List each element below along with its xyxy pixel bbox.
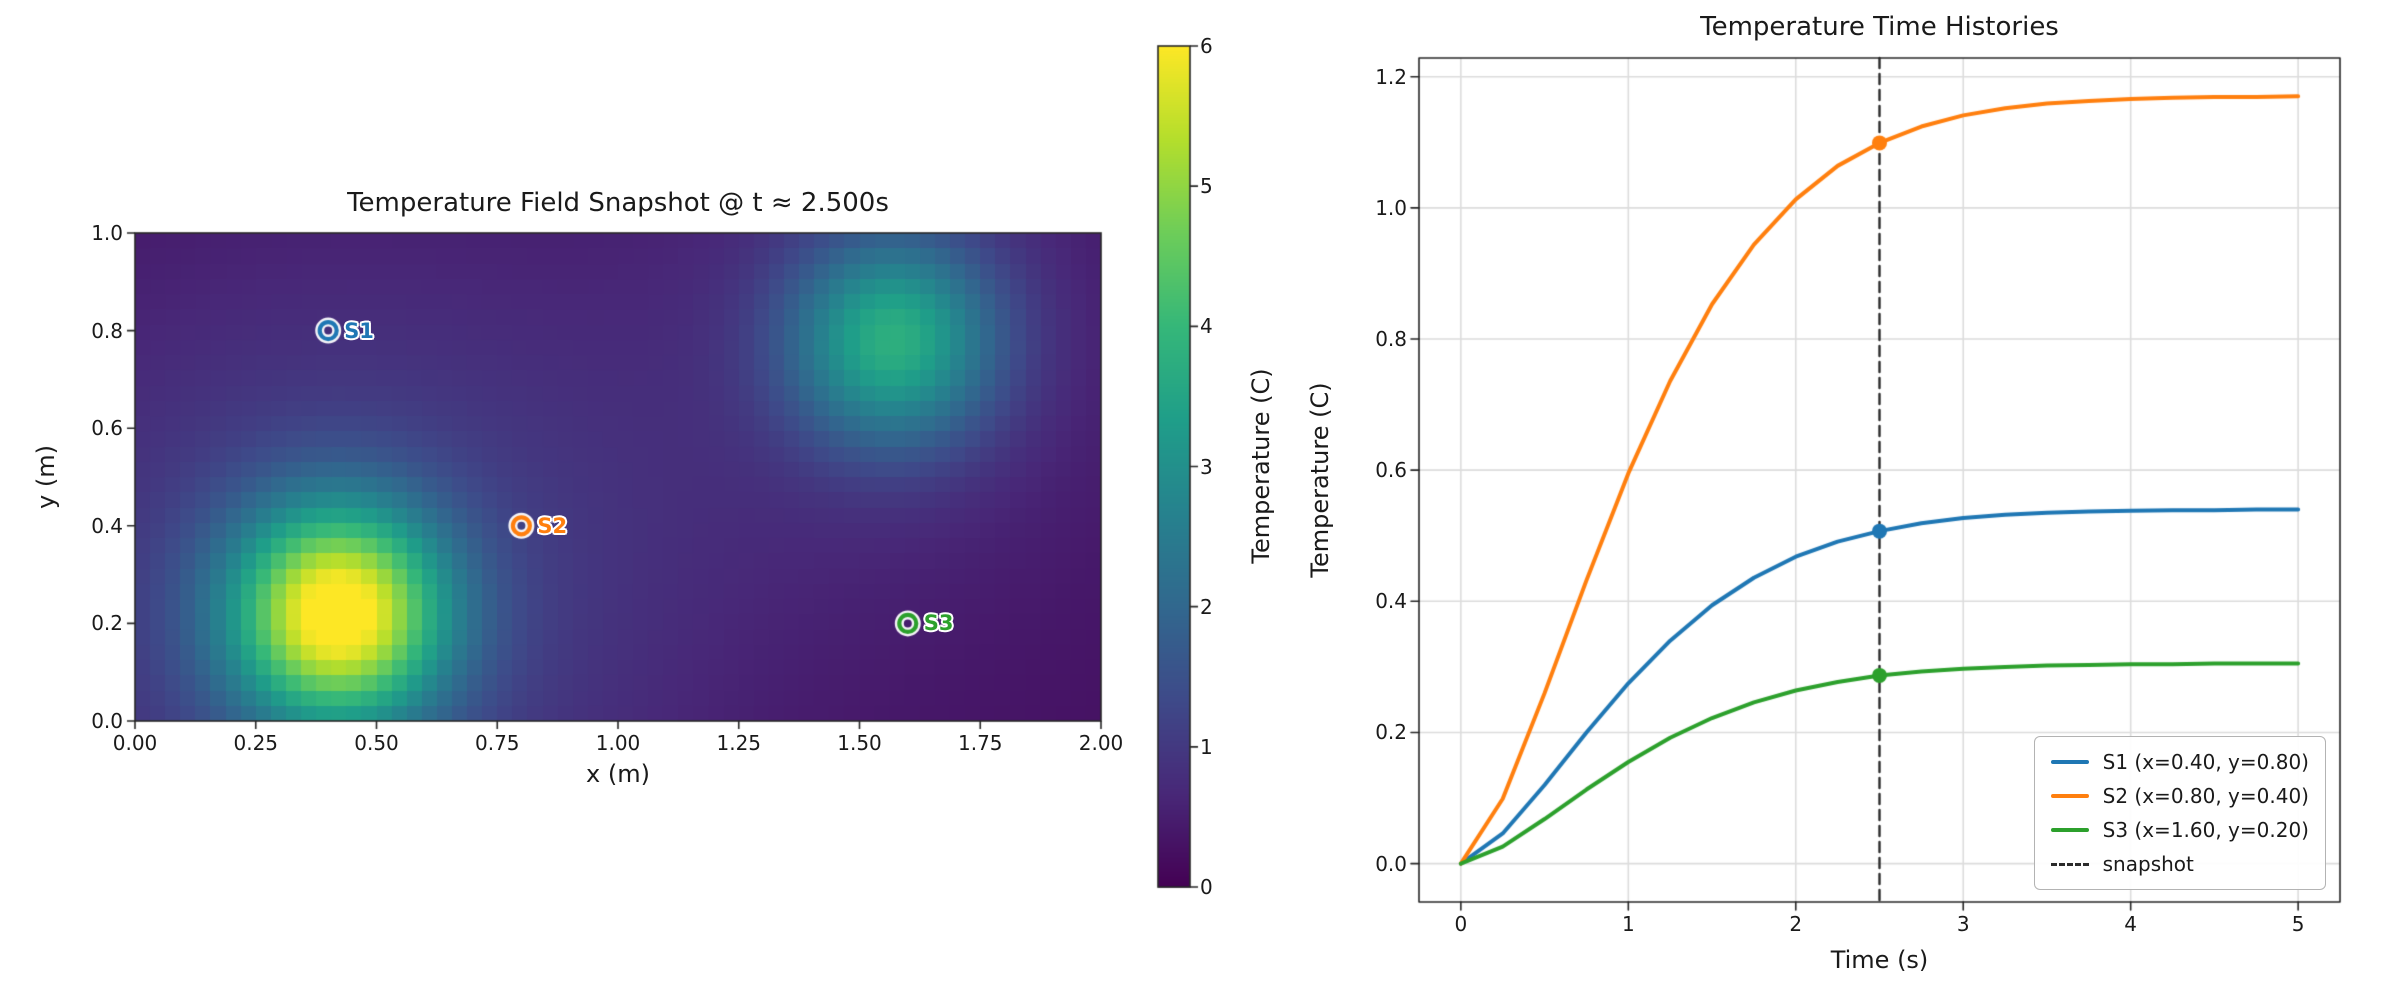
legend-item-label: S2 (x=0.80, y=0.40)	[2102, 784, 2309, 808]
legend-item-snapshot: snapshot	[2050, 847, 2309, 881]
heatmap-xlabel: x (m)	[586, 760, 650, 788]
line-chart-xlabel: Time (s)	[1830, 946, 1929, 974]
legend-dashed-swatch	[2050, 862, 2089, 866]
heatmap-ylabel: y (m)	[32, 445, 60, 509]
colorbar-label: Temperature (C)	[1247, 368, 1275, 564]
legend-item-s3: S3 (x=1.60, y=0.20)	[2050, 813, 2309, 847]
legend-line-swatch	[2050, 760, 2089, 764]
legend-item-label: S3 (x=1.60, y=0.20)	[2102, 818, 2309, 842]
legend-line-swatch	[2050, 794, 2089, 798]
line-chart-ylabel: Temperature (C)	[1306, 382, 1334, 578]
legend: S1 (x=0.40, y=0.80) S2 (x=0.80, y=0.40) S3…	[2033, 736, 2326, 890]
legend-line-swatch	[2050, 828, 2089, 832]
legend-item-label: snapshot	[2102, 852, 2194, 876]
legend-item-s1: S1 (x=0.40, y=0.80)	[2050, 745, 2309, 779]
legend-item-s2: S2 (x=0.80, y=0.40)	[2050, 779, 2309, 813]
heatmap-title: Temperature Field Snapshot @ t ≈ 2.500s	[347, 188, 889, 218]
legend-item-label: S1 (x=0.40, y=0.80)	[2102, 750, 2309, 774]
line-chart-title: Temperature Time Histories	[1700, 12, 2059, 42]
